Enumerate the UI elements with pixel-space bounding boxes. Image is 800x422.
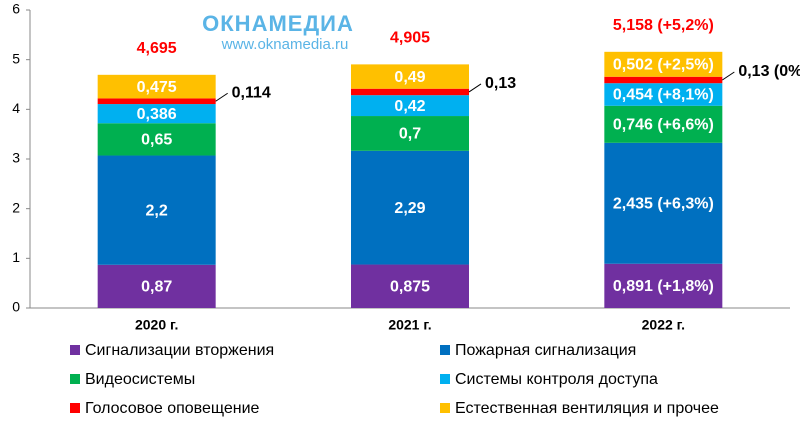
bar-segment [604,105,723,143]
bar-segment [97,74,216,99]
y-tick-label: 1 [12,249,20,265]
value-label: 0,65 [141,132,172,149]
x-tick-label: 2022 г. [642,317,685,333]
watermark-url: www.oknamedia.ru [221,36,349,53]
total-label: 4,695 [137,40,177,57]
legend-swatch [440,345,450,355]
value-label: 0,454 (+8,1%) [613,87,714,104]
y-tick-label: 6 [12,1,20,17]
value-label: 0,13 (0%) [738,63,800,80]
total-label: 5,158 (+5,2%) [613,17,714,34]
bar-segment [351,88,469,96]
value-label: 0,42 [394,98,425,115]
value-label: 0,502 (+2,5%) [613,57,714,74]
bar-segment [351,95,469,117]
y-tick-label: 2 [12,199,20,215]
value-label: 0,875 [390,278,430,295]
y-tick-label: 3 [12,150,20,166]
bar-segment [604,83,723,106]
value-label: 2,435 (+6,3%) [613,195,714,212]
bar-segment [97,264,216,308]
bar-segment [97,123,216,156]
value-label: 0,13 [485,75,516,92]
bar-segment [97,104,216,124]
value-label: 0,475 [137,79,177,96]
value-label: 0,114 [232,84,271,101]
value-label: 0,891 (+1,8%) [613,278,714,295]
bar-segment [604,51,723,77]
legend-label: Видеосистемы [85,371,195,388]
legend-swatch [70,403,80,413]
bar-segment [97,98,216,105]
legend-swatch [440,374,450,384]
legend-label: Сигнализации вторжения [85,342,274,359]
y-tick-label: 4 [12,100,20,116]
bar-segment [604,263,723,308]
total-label: 4,905 [390,30,430,47]
bar-segment [351,150,469,265]
value-label: 0,49 [394,69,425,86]
value-label: 0,7 [399,126,421,143]
x-tick-label: 2021 г. [388,317,431,333]
label-leader [722,71,735,81]
watermark-title: ОКНАМЕДИА [202,11,354,36]
bar-segment [97,155,216,265]
label-leader [468,83,482,93]
legend-swatch [70,374,80,384]
legend-label: Пожарная сигнализация [455,342,636,359]
bar-segment [351,264,469,308]
value-label: 0,746 (+6,6%) [613,117,714,134]
legend-swatch [440,403,450,413]
legend-label: Естественная вентиляция и прочее [455,400,719,417]
value-label: 0,87 [141,279,172,296]
value-label: 2,29 [394,200,425,217]
y-tick-label: 5 [12,50,20,66]
legend-label: Голосовое оповещение [85,400,260,417]
y-tick-label: 0 [12,299,20,315]
label-leader [215,92,228,102]
legend-label: Системы контроля доступа [455,371,658,388]
bar-segment [604,76,723,84]
x-tick-label: 2020 г. [135,317,178,333]
value-label: 0,386 [137,106,177,123]
bar-segment [351,116,469,151]
bar-segment [351,64,469,89]
bar-segment [604,142,723,264]
value-label: 2,2 [146,202,168,219]
legend-swatch [70,345,80,355]
